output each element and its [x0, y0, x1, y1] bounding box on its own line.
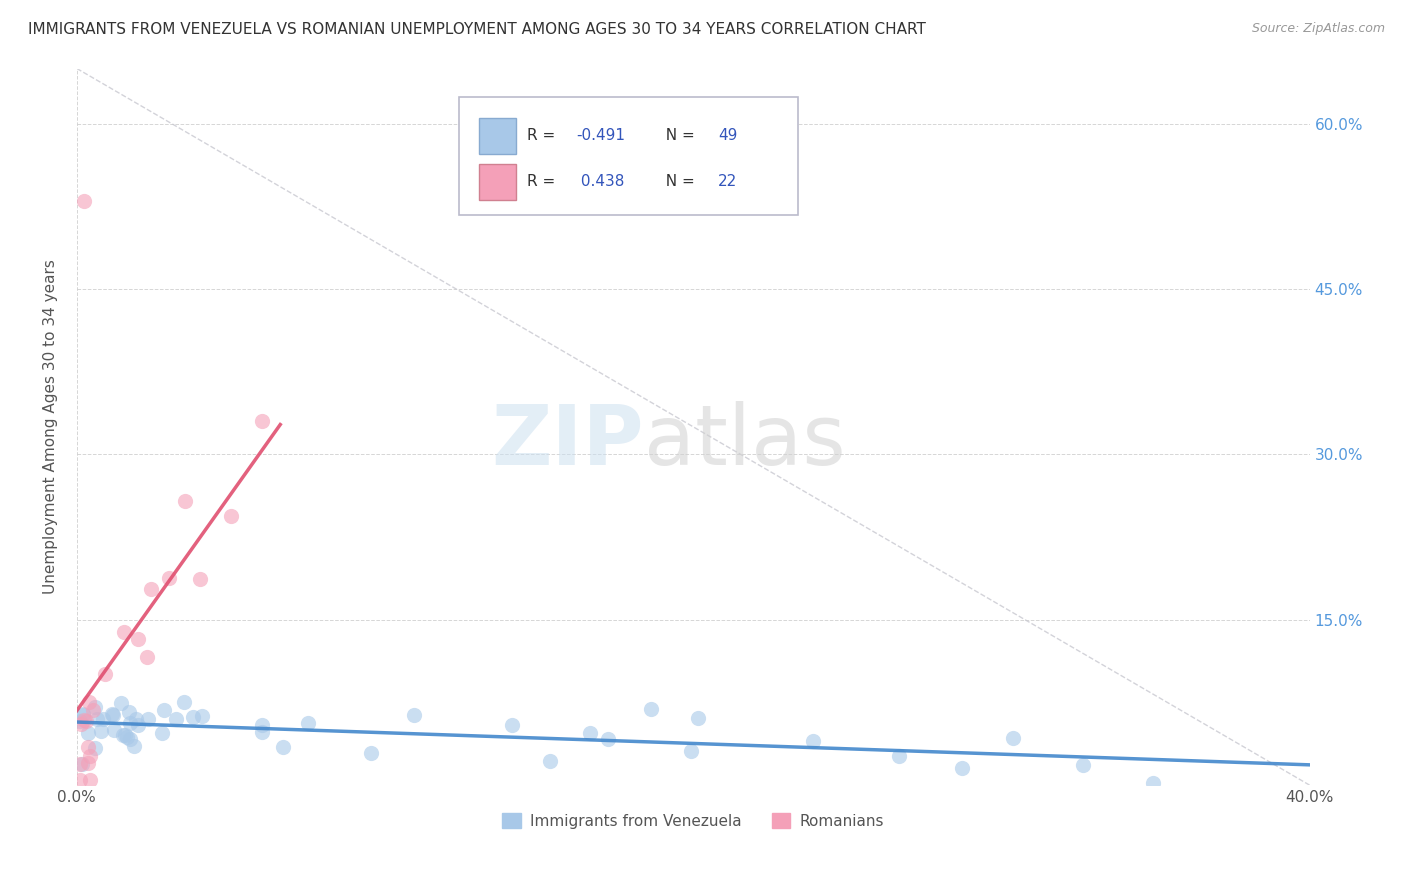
Point — [69, 757, 91, 772]
Text: 0.438: 0.438 — [576, 174, 624, 189]
Point — [250, 413, 273, 427]
Point — [250, 718, 273, 732]
Text: 22: 22 — [718, 174, 737, 189]
Point — [136, 712, 159, 726]
Text: R =: R = — [527, 128, 560, 144]
Point — [115, 730, 138, 744]
Point — [72, 707, 94, 722]
Point — [127, 632, 149, 646]
Point — [91, 712, 114, 726]
Point — [76, 739, 98, 754]
Point — [153, 703, 176, 717]
Point — [173, 494, 195, 508]
Point — [538, 754, 561, 768]
FancyBboxPatch shape — [478, 164, 516, 200]
Text: -0.491: -0.491 — [576, 128, 626, 144]
Point — [101, 708, 124, 723]
Point — [889, 748, 911, 763]
Point — [72, 708, 94, 723]
Point — [77, 726, 100, 740]
Point — [83, 699, 105, 714]
Point — [82, 703, 104, 717]
Point — [579, 726, 602, 740]
FancyBboxPatch shape — [458, 97, 799, 215]
Point — [596, 732, 619, 747]
Point — [135, 649, 157, 664]
Text: IMMIGRANTS FROM VENEZUELA VS ROMANIAN UNEMPLOYMENT AMONG AGES 30 TO 34 YEARS COR: IMMIGRANTS FROM VENEZUELA VS ROMANIAN UN… — [28, 22, 927, 37]
Text: 49: 49 — [718, 128, 737, 144]
Point — [297, 716, 319, 731]
Text: N =: N = — [657, 174, 700, 189]
Point — [118, 705, 141, 719]
Point — [112, 625, 135, 640]
Point — [70, 757, 93, 772]
Point — [165, 712, 187, 726]
Point — [191, 708, 214, 723]
Point — [271, 739, 294, 754]
Point — [77, 756, 100, 770]
Point — [952, 761, 974, 775]
Point — [1001, 731, 1024, 745]
Point — [112, 728, 135, 742]
Point — [79, 772, 101, 787]
Point — [120, 731, 142, 746]
Point — [72, 194, 94, 208]
Point — [125, 712, 148, 726]
Point — [122, 739, 145, 753]
Point — [114, 728, 136, 742]
Point — [686, 711, 709, 725]
Point — [360, 746, 382, 760]
Point — [183, 710, 205, 724]
Text: R =: R = — [527, 174, 560, 189]
Point — [69, 714, 91, 728]
Legend: Immigrants from Venezuela, Romanians: Immigrants from Venezuela, Romanians — [496, 806, 890, 835]
Point — [250, 724, 273, 739]
Point — [681, 743, 703, 757]
Point — [120, 715, 142, 730]
Point — [84, 740, 107, 755]
Point — [103, 723, 125, 737]
Point — [69, 772, 91, 787]
Point — [75, 714, 97, 729]
Point — [127, 718, 149, 732]
Text: Source: ZipAtlas.com: Source: ZipAtlas.com — [1251, 22, 1385, 36]
Point — [188, 572, 211, 586]
Point — [157, 571, 180, 585]
Point — [70, 717, 93, 731]
FancyBboxPatch shape — [478, 118, 516, 153]
Point — [73, 713, 96, 727]
Text: ZIP: ZIP — [491, 401, 644, 482]
Point — [801, 734, 824, 748]
Point — [219, 509, 242, 524]
Text: N =: N = — [657, 128, 700, 144]
Point — [110, 696, 132, 710]
Point — [86, 712, 108, 726]
Point — [150, 726, 173, 740]
Point — [1142, 776, 1164, 790]
Point — [101, 707, 124, 722]
Point — [640, 702, 662, 716]
Point — [501, 718, 523, 732]
Point — [77, 695, 100, 709]
Y-axis label: Unemployment Among Ages 30 to 34 years: Unemployment Among Ages 30 to 34 years — [44, 260, 58, 594]
Point — [173, 695, 195, 709]
Point — [1071, 758, 1094, 772]
Point — [404, 708, 426, 723]
Point — [79, 749, 101, 764]
Point — [139, 582, 162, 596]
Text: atlas: atlas — [644, 401, 845, 482]
Point — [94, 667, 117, 681]
Point — [90, 723, 112, 738]
